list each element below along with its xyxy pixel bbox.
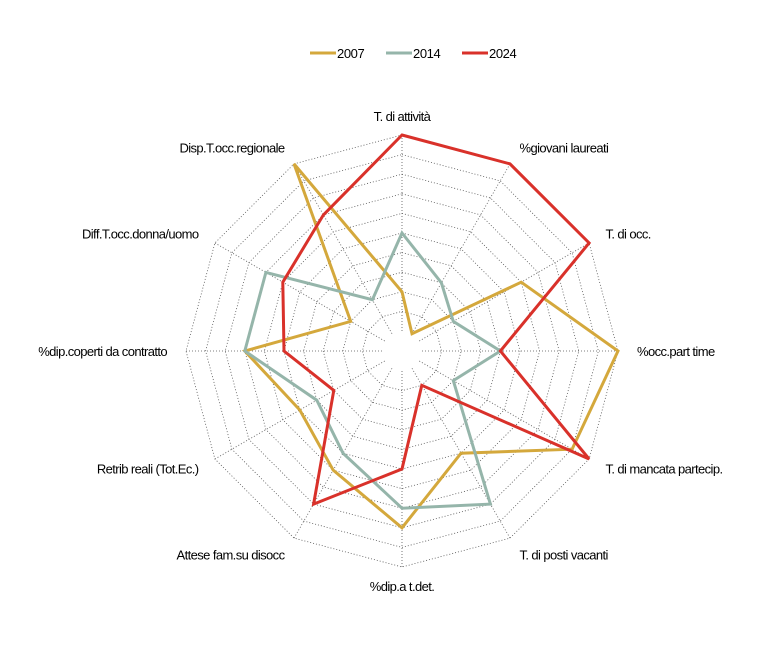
axis-label-7: Attese fam.su disocc <box>177 548 286 563</box>
axis-label-4: T. di mancata partecip. <box>606 462 723 477</box>
series-layer <box>242 133 620 530</box>
spoke-1 <box>411 163 511 334</box>
legend: 2007 2014 2024 <box>310 46 517 61</box>
grid-ring-5 <box>283 232 521 470</box>
series-2024 <box>281 133 592 507</box>
legend-label-2007: 2007 <box>337 46 364 61</box>
axis-label-11: Disp.T.occ.regionale <box>179 141 284 156</box>
axis-label-9: %dip.coperti da contratto <box>38 344 167 359</box>
grid-ring-8 <box>224 173 580 529</box>
axis-label-3: %occ.part time <box>637 344 715 359</box>
grid-ring-1 <box>361 310 443 392</box>
grid-ring-10 <box>185 134 619 568</box>
series-2014 <box>243 230 504 510</box>
legend-label-2024: 2024 <box>489 46 516 61</box>
grid <box>185 134 619 568</box>
grid-ring-3 <box>322 271 482 431</box>
spoke-11 <box>293 163 393 334</box>
axis-label-5: T. di posti vacanti <box>520 548 609 563</box>
spoke-4 <box>419 360 590 460</box>
legend-label-2014: 2014 <box>413 46 440 61</box>
axis-label-6: %dip.a t.det. <box>370 579 434 594</box>
axis-label-2: T. di occ. <box>606 227 651 242</box>
spoke-10 <box>214 242 385 342</box>
axis-label-8: Retrib reali (Tot.Ec.) <box>97 462 199 477</box>
axis-label-1: %giovani laureati <box>520 141 610 156</box>
axis-label-0: T. di attività <box>374 109 432 124</box>
axis-labels: T. di attività %giovani laureati T. di occ… <box>38 109 723 594</box>
series-2007 <box>242 162 620 530</box>
axis-label-10: Diff.T.occ.donna/uomo <box>82 227 199 242</box>
